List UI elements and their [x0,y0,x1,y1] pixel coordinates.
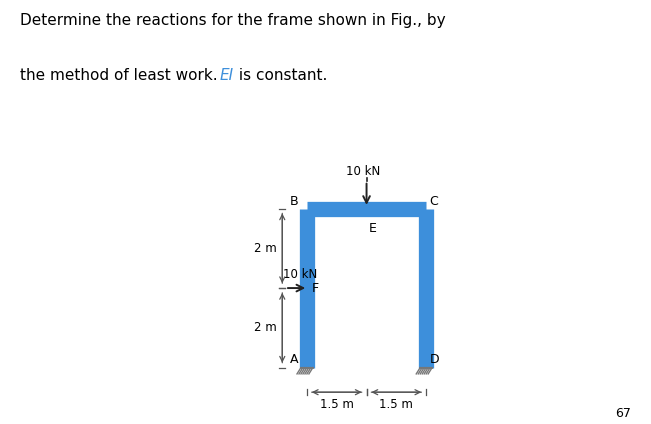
Text: EI: EI [220,68,234,83]
Text: Determine the reactions for the frame shown in Fig., by: Determine the reactions for the frame sh… [20,13,445,28]
Text: 10 kN: 10 kN [346,165,380,178]
Text: C: C [430,195,438,208]
Text: D: D [430,353,439,365]
Text: is constant.: is constant. [234,68,327,83]
Text: 2 m: 2 m [255,242,277,255]
Text: 67: 67 [616,407,631,420]
Text: 2 m: 2 m [255,321,277,334]
Text: the method of least work.: the method of least work. [20,68,222,83]
Text: B: B [290,195,298,208]
Text: A: A [290,353,298,365]
Text: 10 kN: 10 kN [283,268,317,281]
Text: 1.5 m: 1.5 m [380,398,413,411]
Text: E: E [368,223,376,235]
Text: F: F [312,282,319,295]
Text: 1.5 m: 1.5 m [320,398,353,411]
